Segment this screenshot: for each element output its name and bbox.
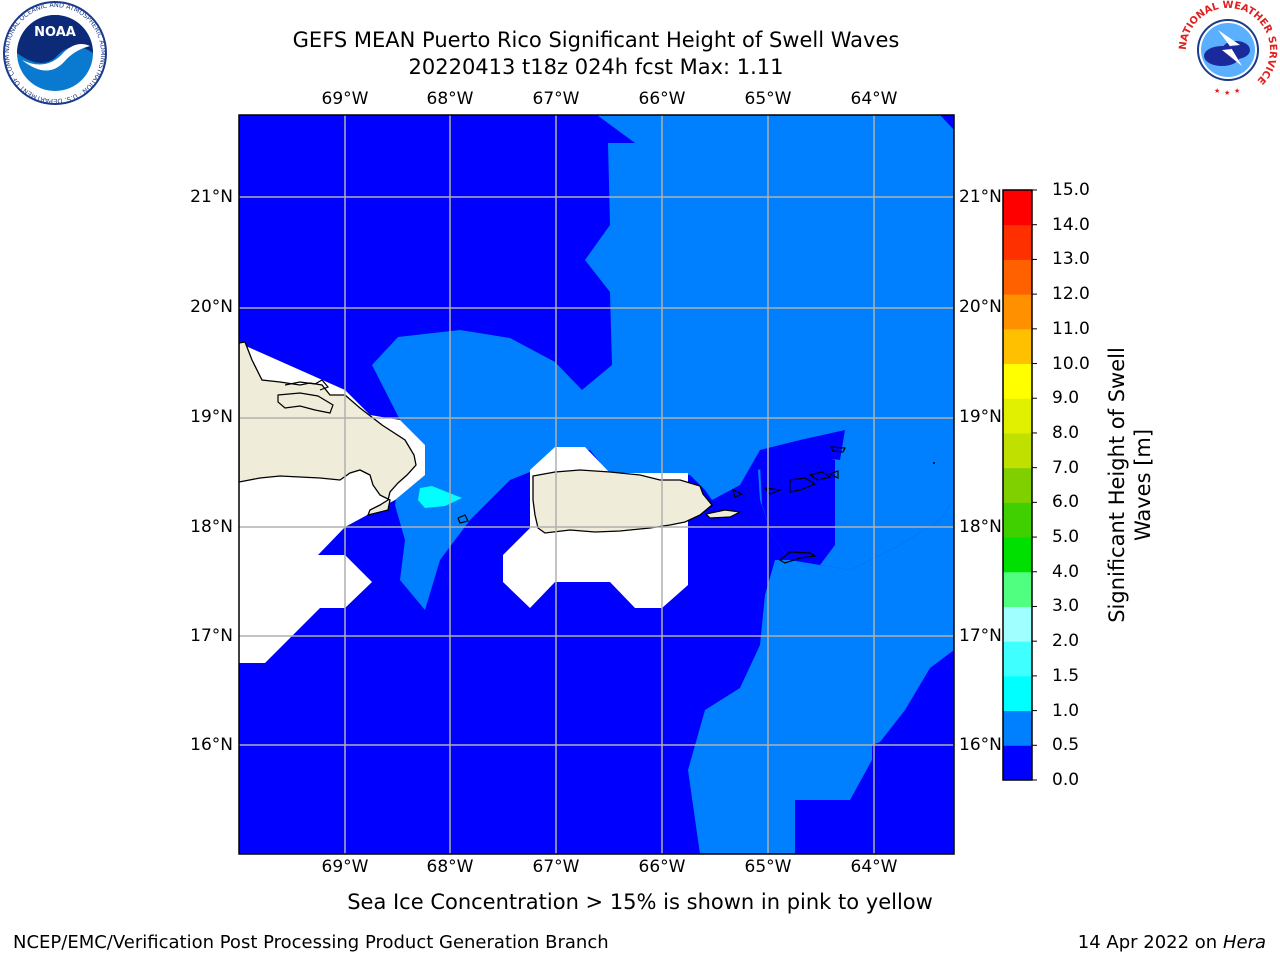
lon-label-bottom: 64°W (850, 857, 898, 877)
colorbar-tick-label: 0.5 (1052, 735, 1080, 756)
colorbar-swatch (1003, 432, 1032, 469)
colorbar-swatch (1003, 467, 1032, 503)
colorbar-swatch (1003, 675, 1032, 712)
lon-label-top: 68°W (426, 89, 474, 109)
colorbar-tick-label: 12.0 (1052, 284, 1090, 305)
colorbar-swatch (1003, 398, 1032, 434)
lat-label-right: 18°N (959, 517, 1002, 537)
colorbar-swatch (1003, 294, 1032, 330)
graticule (239, 115, 954, 854)
land-virgin-islands (763, 446, 846, 495)
colorbar-tick-label: 15.0 (1052, 180, 1090, 200)
svg-text:★: ★ (1234, 87, 1240, 95)
lat-label-right: 17°N (959, 626, 1002, 646)
lat-label-right: 21°N (959, 187, 1002, 207)
lat-label-left: 19°N (190, 407, 233, 427)
footer-date: 14 Apr 2022 on Hera (1077, 932, 1266, 953)
colorbar-label: Significant Height of Swell Waves [m] (1105, 347, 1155, 623)
colorbar-tick-label: 5.0 (1052, 527, 1080, 548)
colorbar-tick-label: 11.0 (1052, 318, 1090, 339)
lat-label-right: 16°N (959, 735, 1002, 755)
colorbar-strip (1002, 189, 1037, 781)
colorbar-swatch (1003, 259, 1032, 295)
nws-logo: NATIONAL WEATHER SERVICE ★ ★ ★ (1178, 0, 1278, 98)
colorbar-tick-label: 8.0 (1052, 422, 1080, 443)
swell-band-1.0-1.5 (418, 486, 462, 508)
colorbar-swatch (1003, 502, 1032, 538)
svg-text:NOAA: NOAA (34, 25, 76, 40)
colorbar-swatch (1003, 190, 1032, 226)
lat-label-left: 16°N (190, 735, 233, 755)
colorbar-tick-label: 13.0 (1052, 249, 1090, 270)
colorbar-swatch (1003, 606, 1032, 642)
colorbar-tick-label: 6.0 (1052, 492, 1080, 513)
colorbar-tick-label: 2.0 (1052, 631, 1080, 652)
lon-label-top: 65°W (744, 89, 792, 109)
colorbar-tick-label: 1.0 (1052, 700, 1080, 721)
colorbar-swatch (1003, 224, 1032, 260)
land-puerto-rico (532, 469, 713, 534)
colorbar-tick-label: 1.5 (1052, 665, 1080, 686)
lon-label-bottom: 65°W (744, 857, 792, 877)
lat-label-left: 21°N (190, 187, 233, 207)
footer-credit: NCEP/EMC/Verification Post Processing Pr… (13, 932, 609, 953)
colorbar-swatch (1003, 537, 1032, 573)
lat-label-right: 19°N (959, 407, 1002, 427)
lon-label-top: 66°W (638, 89, 686, 109)
svg-text:★: ★ (1214, 87, 1220, 95)
colorbar-tick-label: 9.0 (1052, 388, 1080, 409)
lat-label-left: 20°N (190, 297, 233, 317)
colorbar-swatch (1003, 363, 1032, 399)
colorbar-tick-label: 3.0 (1052, 596, 1080, 617)
lat-label-right: 20°N (959, 297, 1002, 317)
sea-ice-note: Sea Ice Concentration > 15% is shown in … (347, 890, 933, 914)
noaa-logo: NATIONAL OCEANIC AND ATMOSPHERIC ADMINIS… (2, 0, 107, 105)
colorbar-swatch (1003, 710, 1032, 746)
colorbar-tick-label: 7.0 (1052, 457, 1080, 478)
colorbar-tick-label: 14.0 (1052, 214, 1090, 235)
colorbar-swatch (1003, 745, 1032, 781)
lon-label-top: 67°W (532, 89, 580, 109)
lat-label-left: 18°N (190, 517, 233, 537)
swell-band-0.5-1.0-south (688, 500, 954, 854)
colorbar-tick-label: 4.0 (1052, 561, 1080, 582)
lon-label-top: 64°W (850, 89, 898, 109)
svg-text:★: ★ (1224, 89, 1230, 97)
lon-label-top: 69°W (321, 89, 369, 109)
lon-label-bottom: 68°W (426, 857, 474, 877)
chart-title: GEFS MEAN Puerto Rico Significant Height… (292, 28, 900, 52)
colorbar-swatch (1003, 571, 1032, 607)
colorbar-swatch (1003, 641, 1032, 677)
lon-label-bottom: 66°W (638, 857, 686, 877)
lat-label-left: 17°N (190, 626, 233, 646)
lon-label-bottom: 67°W (532, 857, 580, 877)
lon-label-bottom: 69°W (321, 857, 369, 877)
colorbar-swatch (1003, 328, 1032, 365)
colorbar-tick-label: 0.0 (1052, 770, 1080, 790)
colorbar-tick-label: 10.0 (1052, 353, 1090, 374)
chart-subtitle: 20220413 t18z 024h fcst Max: 1.11 (408, 55, 784, 79)
